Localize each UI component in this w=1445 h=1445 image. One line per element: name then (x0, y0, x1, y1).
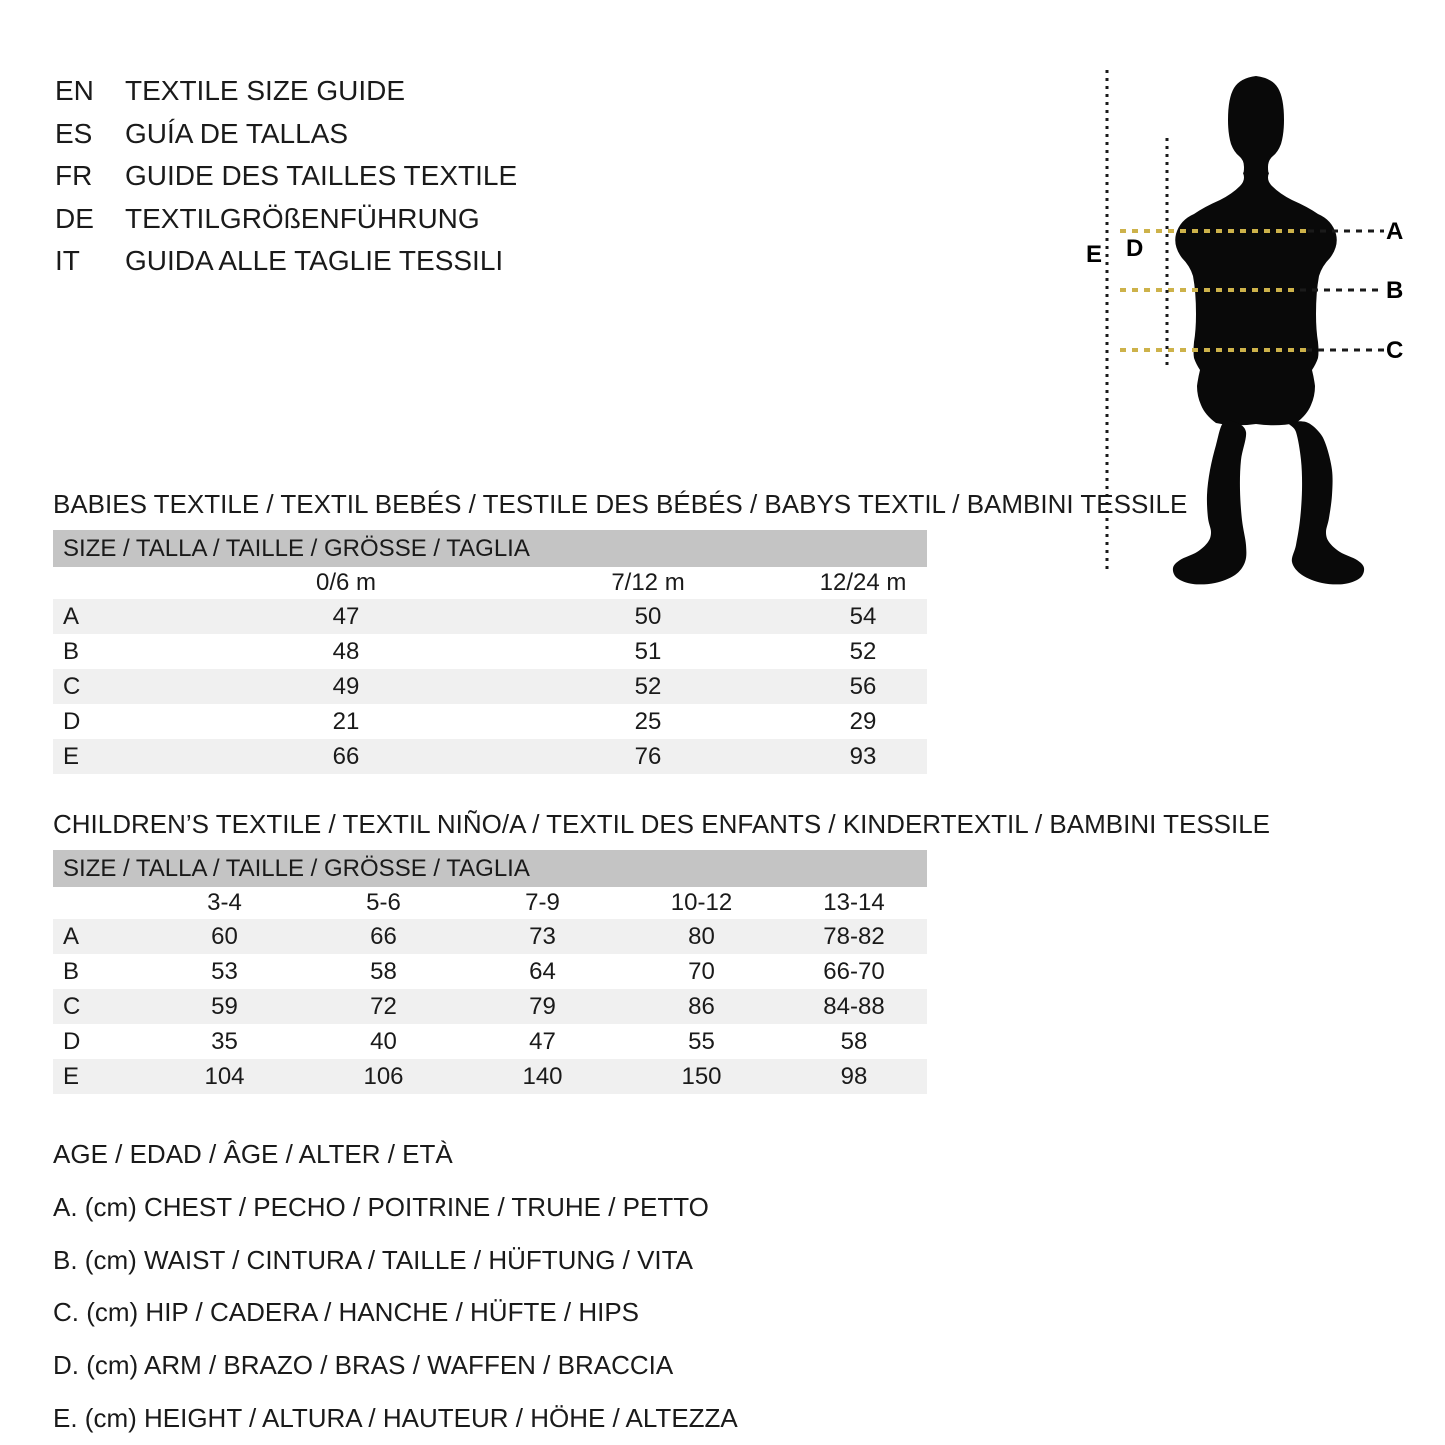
svg-text:B: B (1386, 277, 1403, 304)
svg-text:D: D (1126, 235, 1143, 262)
svg-text:E: E (1086, 241, 1102, 268)
svg-text:C: C (1386, 337, 1403, 364)
svg-text:A: A (1386, 218, 1403, 245)
